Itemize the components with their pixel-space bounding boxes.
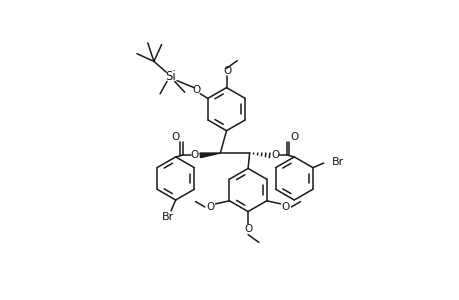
Text: O: O — [281, 202, 290, 212]
Text: Br: Br — [162, 212, 174, 222]
Text: O: O — [271, 150, 280, 160]
Text: Si: Si — [165, 70, 176, 83]
Text: O: O — [192, 85, 200, 95]
Polygon shape — [200, 153, 220, 158]
Text: Br: Br — [330, 157, 343, 166]
Text: O: O — [244, 224, 252, 234]
Text: O: O — [206, 202, 214, 212]
Text: O: O — [290, 132, 298, 142]
Text: O: O — [223, 66, 231, 76]
Text: O: O — [190, 150, 199, 160]
Text: O: O — [171, 132, 179, 142]
